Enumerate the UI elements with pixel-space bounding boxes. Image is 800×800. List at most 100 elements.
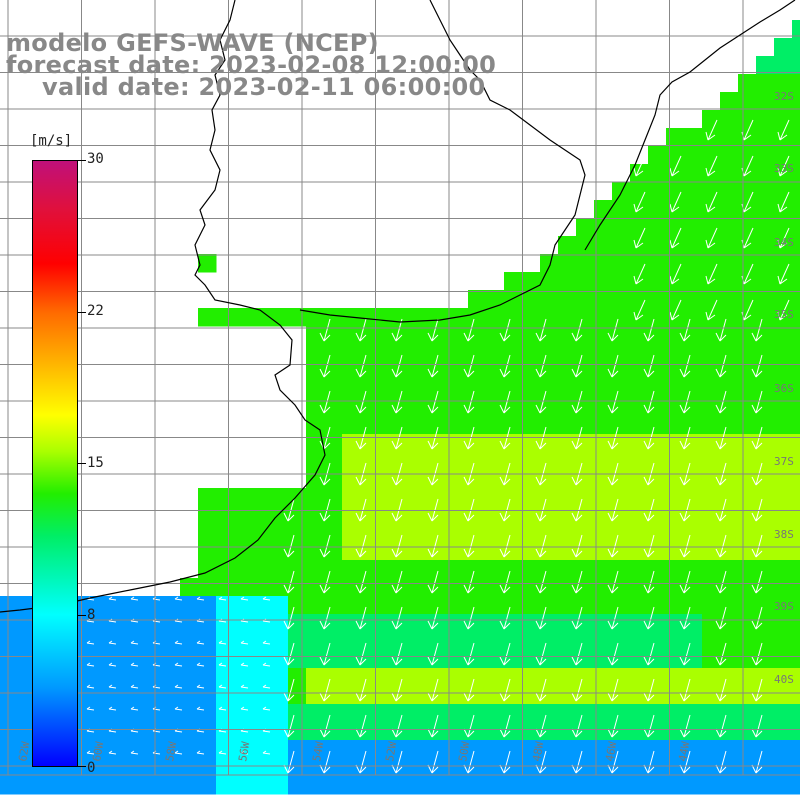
wind-cell — [756, 470, 775, 489]
wind-arrow — [643, 354, 655, 378]
wind-cell — [576, 614, 595, 633]
wind-cell — [720, 596, 739, 615]
wind-cell — [666, 398, 685, 417]
wind-cell — [504, 596, 523, 615]
wind-arrow — [535, 606, 547, 630]
wind-cell — [432, 380, 451, 399]
wind-cell — [648, 488, 667, 507]
wind-cell — [594, 236, 613, 255]
wind-cell — [342, 524, 361, 543]
wind-cell — [288, 740, 307, 759]
wind-cell — [144, 596, 163, 615]
wind-cell — [666, 740, 685, 759]
wind-cell — [522, 740, 541, 759]
wind-cell — [522, 668, 541, 687]
wind-cell — [792, 38, 800, 57]
wind-cell — [702, 326, 721, 345]
wind-cell — [792, 308, 800, 327]
wind-cell — [666, 254, 685, 273]
wind-arrow — [751, 354, 763, 378]
wind-cell — [342, 560, 361, 579]
wind-cell — [648, 632, 667, 651]
wind-cell — [144, 740, 163, 759]
wind-cell — [612, 398, 631, 417]
wind-cell — [630, 416, 649, 435]
wind-cell — [756, 362, 775, 381]
wind-cell — [504, 740, 523, 759]
wind-arrow — [130, 684, 139, 689]
wind-arrow — [262, 750, 271, 755]
wind-cell — [738, 524, 757, 543]
wind-cell — [756, 290, 775, 309]
wind-arrow — [86, 684, 95, 689]
wind-cell — [432, 308, 451, 327]
wind-cell — [522, 524, 541, 543]
wind-cell — [684, 344, 703, 363]
wind-cell — [270, 596, 289, 615]
wind-cell — [252, 596, 271, 615]
wind-cell — [486, 398, 505, 417]
wind-cell — [702, 668, 721, 687]
wind-arrow — [283, 570, 295, 594]
wind-cell — [18, 650, 37, 669]
wind-arrow — [463, 606, 475, 630]
colorbar-tickmark-15 — [78, 463, 86, 464]
wind-cell — [324, 686, 343, 705]
wind-cell — [306, 416, 325, 435]
wind-cell — [774, 254, 793, 273]
wind-cell — [108, 632, 127, 651]
wind-cell — [216, 524, 235, 543]
wind-arrow — [571, 714, 583, 738]
wind-cell — [306, 614, 325, 633]
wind-arrow — [427, 570, 439, 594]
wind-cell — [576, 506, 595, 525]
wind-cell — [720, 128, 739, 147]
wind-cell — [630, 218, 649, 237]
wind-cell — [270, 578, 289, 597]
wind-arrow — [463, 390, 475, 414]
wind-cell — [756, 254, 775, 273]
wind-cell — [540, 452, 559, 471]
colorbar-tickmark-8 — [78, 615, 86, 616]
wind-cell — [702, 434, 721, 453]
wind-cell — [324, 722, 343, 741]
wind-cell — [36, 776, 55, 795]
wind-cell — [324, 488, 343, 507]
wind-cell — [432, 416, 451, 435]
wind-cell — [576, 236, 595, 255]
wind-cell — [0, 596, 19, 615]
wind-cell — [702, 380, 721, 399]
wind-cell — [522, 272, 541, 291]
wind-cell — [720, 344, 739, 363]
wind-cell — [738, 704, 757, 723]
wind-arrow — [669, 155, 682, 177]
wind-cell — [360, 632, 379, 651]
wind-cell — [792, 182, 800, 201]
wind-cell — [522, 614, 541, 633]
wind-cell — [324, 758, 343, 777]
wind-cell — [738, 740, 757, 759]
wind-cell — [360, 308, 379, 327]
wind-cell — [342, 722, 361, 741]
wind-cell — [396, 704, 415, 723]
wind-cell — [414, 344, 433, 363]
wind-cell — [144, 614, 163, 633]
wind-cell — [540, 776, 559, 795]
wind-cell — [432, 434, 451, 453]
wind-cell — [216, 542, 235, 561]
wind-cell — [558, 542, 577, 561]
wind-cell — [486, 308, 505, 327]
wind-arrow — [130, 596, 139, 601]
wind-arrow — [355, 354, 367, 378]
wind-cell — [324, 542, 343, 561]
wind-cell — [774, 182, 793, 201]
wind-cell — [576, 578, 595, 597]
wind-cell — [774, 56, 793, 75]
wind-cell — [324, 326, 343, 345]
wind-cell — [198, 722, 217, 741]
wind-cell — [378, 596, 397, 615]
wind-arrow — [427, 606, 439, 630]
wind-cell — [306, 524, 325, 543]
wind-cell — [324, 614, 343, 633]
wind-cell — [0, 668, 19, 687]
